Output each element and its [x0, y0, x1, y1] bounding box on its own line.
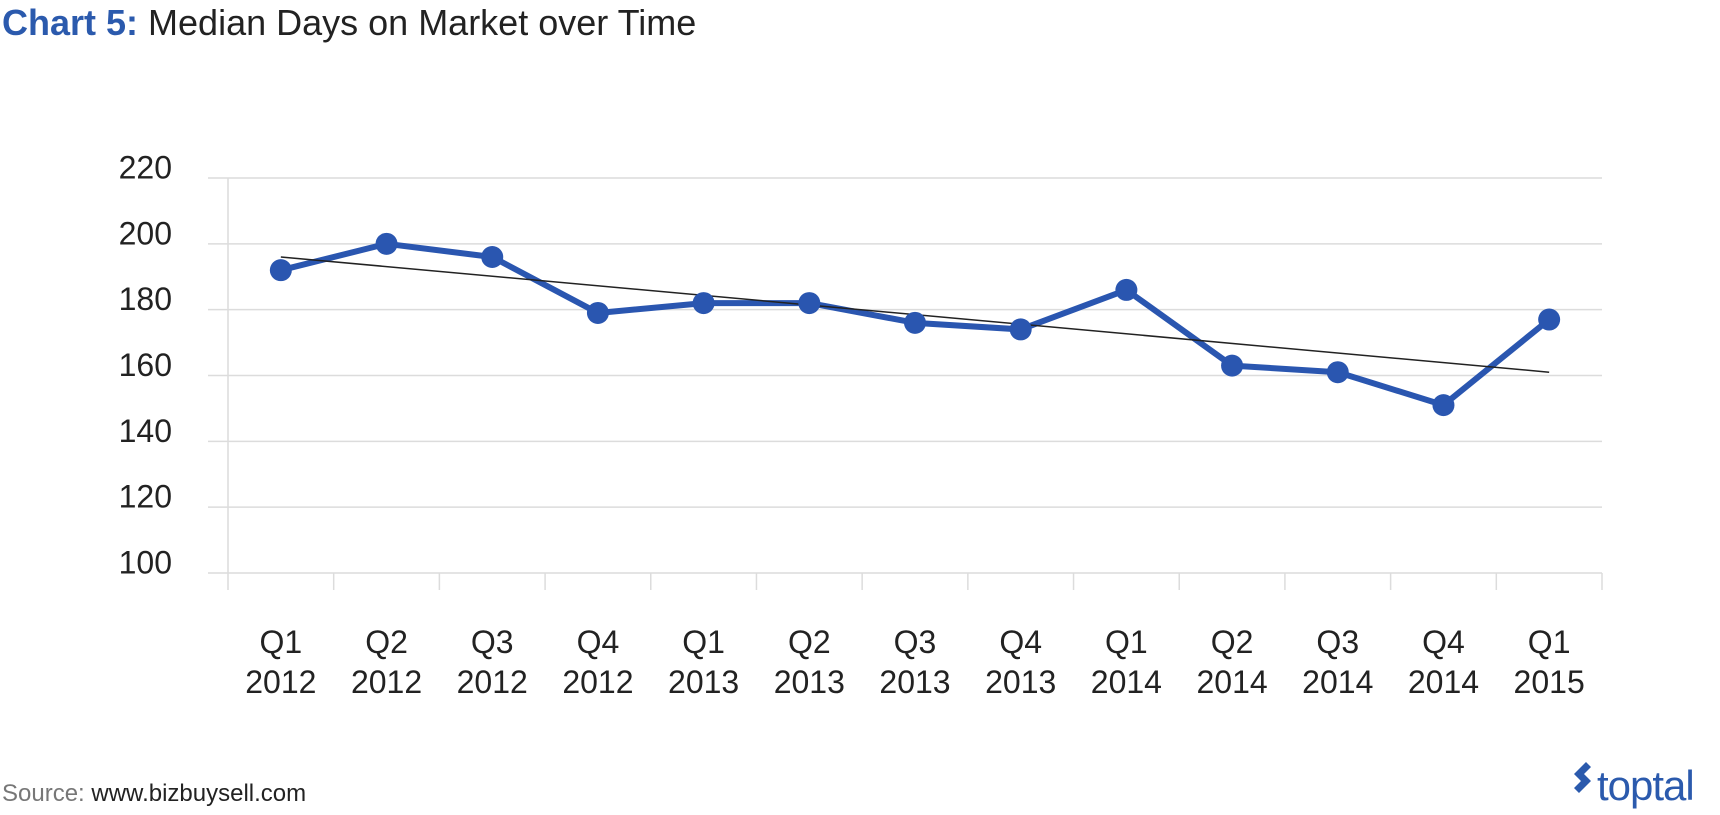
data-point — [1432, 394, 1455, 417]
data-point — [904, 311, 926, 334]
data-point — [269, 259, 292, 282]
data-point — [481, 246, 504, 268]
source: www.bizbuysell.com — [91, 780, 307, 807]
data-point — [1326, 361, 1349, 384]
data-point — [798, 292, 821, 315]
brand: toptal — [1597, 762, 1695, 809]
x-tick-label: Q2 2014 — [1196, 624, 1268, 700]
y-tick-label: 220 — [119, 149, 172, 185]
x-tick-label: Q1 2015 — [1513, 624, 1585, 700]
y-tick-label: 180 — [119, 281, 172, 317]
chart-title: Median Days on Market over Time — [148, 2, 697, 43]
x-tick-label: Q4 2012 — [562, 624, 634, 700]
data-point — [1221, 354, 1244, 377]
title-prefix: Chart 5: — [2, 2, 139, 43]
y-tick-label: 140 — [119, 413, 172, 449]
y-tick-label: 200 — [119, 215, 172, 251]
data-point — [586, 301, 609, 324]
x-tick-label: Q1 2014 — [1090, 624, 1162, 700]
source-block: Source: www.bizbuysell.com — [2, 780, 306, 808]
x-tick-label: Q2 2012 — [350, 624, 423, 700]
x-tick-label: Q3 2013 — [879, 624, 951, 700]
brand-icon — [1574, 762, 1591, 793]
x-tick-label: Q1 2013 — [668, 624, 740, 700]
x-tick-label: Q4 2014 — [1407, 624, 1480, 700]
data-point — [1009, 318, 1032, 341]
data-point — [692, 292, 715, 315]
x-tick-label: Q2 2013 — [773, 624, 845, 700]
x-tick-label: Q3 2014 — [1302, 624, 1374, 700]
y-tick-label: 120 — [119, 479, 172, 515]
x-tick-label: Q1 2012 — [245, 624, 317, 700]
data-point — [1115, 278, 1138, 301]
y-tick-label: 160 — [119, 347, 172, 383]
x-tick-label: Q3 2012 — [456, 624, 528, 700]
title-block: Chart 5: Median Days on Market over Time — [2, 2, 696, 44]
y-tick-label: 100 — [119, 544, 172, 580]
source-label: Source: — [2, 780, 85, 807]
data-point — [375, 232, 398, 255]
data-point — [1538, 308, 1561, 331]
x-tick-label: Q4 2013 — [985, 624, 1057, 700]
